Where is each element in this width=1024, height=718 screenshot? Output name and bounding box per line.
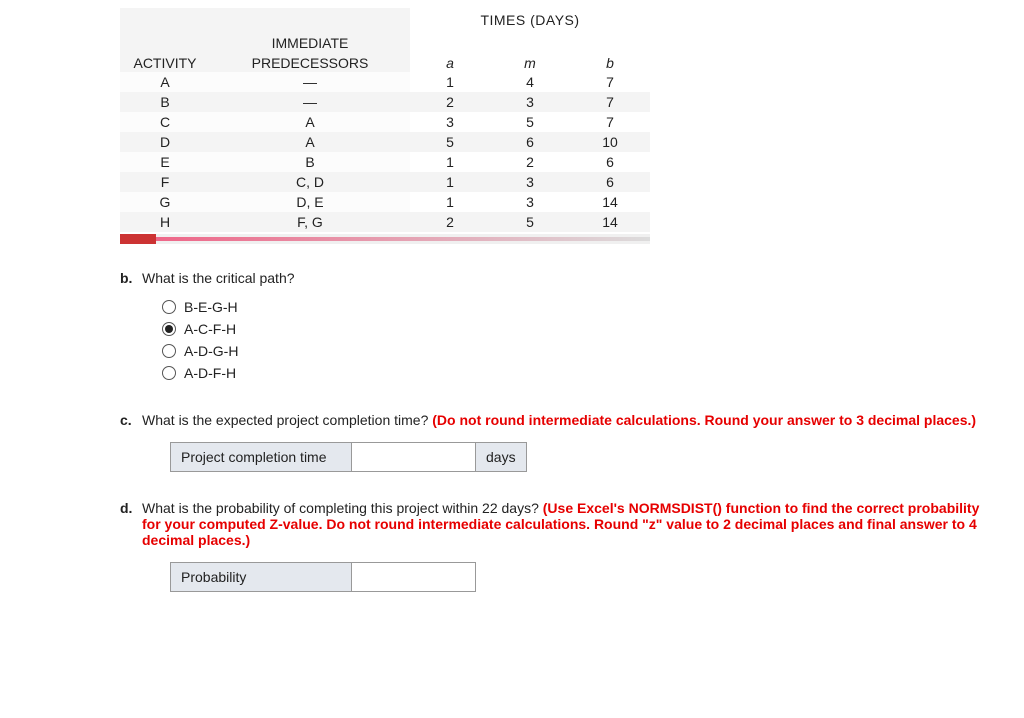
table-row: A—147 [120, 72, 650, 92]
cell-activity: A [120, 72, 210, 92]
answer-d-input[interactable] [352, 566, 475, 588]
cell-activity: C [120, 112, 210, 132]
option-label: A-D-F-H [184, 365, 236, 381]
col-b: b [570, 52, 650, 72]
option-row: B-E-G-H [162, 296, 1000, 318]
activity-table: TIMES (DAYS) IMMEDIATE ACTIVITY PREDECES… [120, 8, 650, 244]
question-c: c. What is the expected project completi… [142, 412, 1000, 472]
question-d: d. What is the probability of completing… [142, 500, 1000, 592]
option-label: A-D-G-H [184, 343, 238, 359]
cell-activity: D [120, 132, 210, 152]
cell-b: 14 [570, 212, 650, 232]
cell-activity: E [120, 152, 210, 172]
radio-option-1[interactable] [162, 322, 176, 336]
cell-m: 3 [490, 192, 570, 212]
cell-b: 10 [570, 132, 650, 152]
question-c-letter: c. [120, 412, 132, 428]
cell-activity: H [120, 212, 210, 232]
cell-m: 3 [490, 172, 570, 192]
cell-pred: A [210, 132, 410, 152]
cell-b: 7 [570, 92, 650, 112]
question-c-prompt-red: (Do not round intermediate calculations.… [432, 412, 976, 428]
question-b: b. What is the critical path? B-E-G-HA-C… [142, 270, 1000, 384]
radio-option-0[interactable] [162, 300, 176, 314]
table-row: FC, D136 [120, 172, 650, 192]
radio-option-3[interactable] [162, 366, 176, 380]
option-label: B-E-G-H [184, 299, 238, 315]
col-predecessors-line1: IMMEDIATE [210, 32, 410, 52]
col-activity-blank [120, 32, 210, 52]
cell-pred: B [210, 152, 410, 172]
table-row: DA5610 [120, 132, 650, 152]
options-b: B-E-G-H A-C-F-H A-D-G-H A-D-F-H [162, 296, 1000, 384]
option-row: A-D-G-H [162, 340, 1000, 362]
cell-pred: C, D [210, 172, 410, 192]
question-d-prompt-black: What is the probability of completing th… [142, 500, 543, 516]
question-c-prompt-black: What is the expected project completion … [142, 412, 432, 428]
cell-b: 6 [570, 152, 650, 172]
scrollbar-thumb[interactable] [120, 234, 156, 244]
answer-c-input[interactable] [352, 446, 475, 468]
answer-bar-d: Probability [170, 562, 476, 592]
cell-m: 6 [490, 132, 570, 152]
cell-pred: D, E [210, 192, 410, 212]
cell-a: 2 [410, 92, 490, 112]
option-row: A-C-F-H [162, 318, 1000, 340]
cell-activity: G [120, 192, 210, 212]
times-header: TIMES (DAYS) [410, 8, 650, 32]
answer-c-unit: days [476, 443, 527, 472]
cell-pred: — [210, 72, 410, 92]
cell-activity: B [120, 92, 210, 112]
cell-a: 2 [410, 212, 490, 232]
option-label: A-C-F-H [184, 321, 236, 337]
cell-m: 3 [490, 92, 570, 112]
question-d-letter: d. [120, 500, 132, 516]
cell-m: 4 [490, 72, 570, 92]
answer-c-label: Project completion time [171, 443, 352, 472]
cell-pred: — [210, 92, 410, 112]
table-row: B—237 [120, 92, 650, 112]
question-b-letter: b. [120, 270, 132, 286]
table-row: CA357 [120, 112, 650, 132]
cell-a: 5 [410, 132, 490, 152]
table-row: EB126 [120, 152, 650, 172]
col-m: m [490, 52, 570, 72]
times-blank [120, 8, 410, 32]
col-predecessors-line2: PREDECESSORS [210, 52, 410, 72]
table-row: HF, G2514 [120, 212, 650, 232]
cell-pred: A [210, 112, 410, 132]
scrollbar-track [156, 237, 650, 241]
cell-a: 3 [410, 112, 490, 132]
question-b-prompt: What is the critical path? [142, 270, 295, 286]
cell-b: 7 [570, 72, 650, 92]
cell-activity: F [120, 172, 210, 192]
cell-m: 5 [490, 212, 570, 232]
radio-option-2[interactable] [162, 344, 176, 358]
cell-a: 1 [410, 172, 490, 192]
option-row: A-D-F-H [162, 362, 1000, 384]
cell-pred: F, G [210, 212, 410, 232]
answer-bar-c: Project completion time days [170, 442, 527, 472]
cell-a: 1 [410, 152, 490, 172]
cell-a: 1 [410, 72, 490, 92]
table-row: GD, E1314 [120, 192, 650, 212]
cell-m: 5 [490, 112, 570, 132]
cell-m: 2 [490, 152, 570, 172]
cell-a: 1 [410, 192, 490, 212]
cell-b: 14 [570, 192, 650, 212]
answer-d-label: Probability [171, 563, 352, 592]
cell-b: 6 [570, 172, 650, 192]
col-activity: ACTIVITY [120, 52, 210, 72]
col-a: a [410, 52, 490, 72]
table-scrollbar[interactable] [120, 234, 650, 244]
cell-b: 7 [570, 112, 650, 132]
